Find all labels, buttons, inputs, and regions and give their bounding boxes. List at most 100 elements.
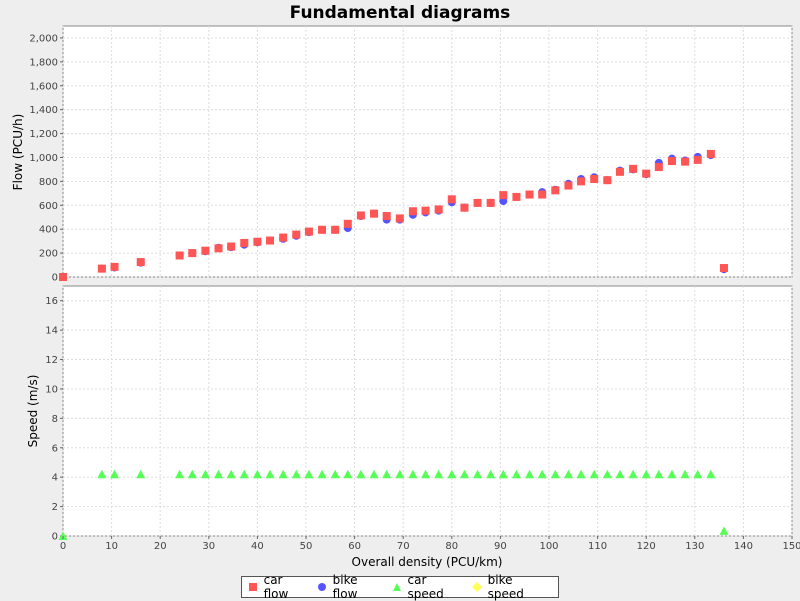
car-flow-point (629, 164, 638, 173)
car-speed-point (291, 469, 301, 479)
car-speed-point (369, 469, 379, 479)
y-tick-label: 0 (52, 532, 58, 543)
car-speed-point (395, 469, 405, 479)
car-flow-point (564, 181, 573, 190)
car-flow-point (110, 262, 119, 271)
car-flow-point (603, 176, 612, 185)
plot-area (62, 25, 793, 278)
car-flow-point (214, 244, 223, 253)
y-tick-label: 12 (45, 355, 58, 366)
car-flow-point (227, 242, 236, 251)
y-tick-label: 10 (45, 384, 58, 395)
car-speed-point (200, 469, 210, 479)
diamond-marker-icon (472, 582, 482, 592)
car-flow-point (408, 207, 417, 216)
car-flow-point (318, 225, 327, 234)
x-axis: 0 10 20 30 40 50 60 70 80 90 100 110 120 130 140 150 (60, 536, 800, 552)
y-tick-label: 1,400 (29, 105, 58, 116)
car-speed-point (317, 469, 327, 479)
car-speed-point (576, 469, 586, 479)
x-tick-label: 30 (202, 541, 215, 552)
car-speed-point (602, 469, 612, 479)
car-speed-point (187, 469, 197, 479)
car-flow-point (421, 206, 430, 215)
x-tick-label: 40 (251, 541, 264, 552)
car-flow-point (681, 157, 690, 166)
car-flow-point (551, 186, 560, 195)
x-tick-label: 50 (300, 541, 313, 552)
car-flow-point (395, 214, 404, 223)
car-flow-point (667, 157, 676, 166)
y-tick-label: 1,800 (29, 57, 58, 68)
x-tick-label: 60 (348, 541, 361, 552)
x-tick-label: 150 (782, 541, 800, 552)
car-flow-point (136, 258, 145, 267)
chart-legend: car flow bike flow car speed bike speed (241, 573, 559, 601)
y-tick-label: 2 (52, 502, 58, 513)
car-speed-point (304, 469, 314, 479)
y-tick-label: 1,200 (29, 129, 58, 140)
car-speed-point (706, 469, 716, 479)
x-tick-label: 120 (637, 541, 656, 552)
y-tick-label: 8 (52, 414, 58, 425)
x-tick-label: 130 (685, 541, 704, 552)
y-tick-label: 0 (52, 273, 58, 284)
car-flow-point (654, 163, 663, 172)
car-flow-point (331, 225, 340, 234)
y-tick-label: 400 (39, 225, 58, 236)
y-tick-label: 4 (52, 473, 58, 484)
car-speed-point (693, 469, 703, 479)
car-flow-point (356, 211, 365, 220)
car-flow-point (343, 219, 352, 228)
y-tick-label: 200 (39, 249, 58, 260)
x-tick-label: 110 (588, 541, 607, 552)
car-speed-point (641, 469, 651, 479)
car-speed-point (550, 469, 560, 479)
x-tick-label: 90 (494, 541, 507, 552)
car-speed-point (473, 469, 483, 479)
car-flow-point (577, 177, 586, 186)
y-tick-label: 1,000 (29, 153, 58, 164)
legend-item-bike-speed: bike speed (472, 573, 550, 601)
y-tick-label: 6 (52, 443, 58, 454)
car-speed-point (498, 469, 508, 479)
car-flow-point (188, 249, 197, 258)
legend-label: car flow (263, 573, 289, 601)
car-speed-point (58, 531, 68, 540)
car-flow-point (434, 205, 443, 214)
chart-title: Fundamental diagrams (290, 3, 511, 23)
car-speed-point (97, 469, 107, 479)
car-flow-point (201, 246, 210, 255)
car-flow-point (266, 236, 275, 245)
car-speed-point (239, 469, 249, 479)
x-tick-label: 20 (154, 541, 167, 552)
car-speed-point (680, 469, 690, 479)
car-speed-point (136, 469, 146, 479)
y-tick-label: 2,000 (29, 33, 58, 44)
x-axis-label: Overall density (PCU/km) (352, 555, 503, 569)
car-flow-point (706, 149, 715, 158)
car-flow-point (538, 190, 547, 199)
triangle-marker-icon (392, 583, 401, 591)
car-speed-point (654, 469, 664, 479)
y-tick-label: 800 (39, 177, 58, 188)
car-speed-point (330, 469, 340, 479)
legend-item-car-flow: car flow (248, 573, 309, 601)
car-speed-point (447, 469, 457, 479)
car-speed-point (719, 526, 729, 535)
car-speed-point (356, 469, 366, 479)
car-speed-point (563, 469, 573, 479)
car-speed-point (537, 469, 547, 479)
plot-area (62, 285, 793, 537)
car-flow-point (642, 169, 651, 178)
car-flow-point (97, 264, 106, 273)
car-flow-point (59, 273, 67, 281)
car-flow-point (473, 198, 482, 207)
circle-marker-icon (318, 583, 327, 591)
y-tick-label: 1,600 (29, 81, 58, 92)
car-speed-point (486, 469, 496, 479)
car-flow-point (486, 198, 495, 207)
legend-label: car speed (407, 573, 444, 601)
car-speed-point (382, 469, 392, 479)
